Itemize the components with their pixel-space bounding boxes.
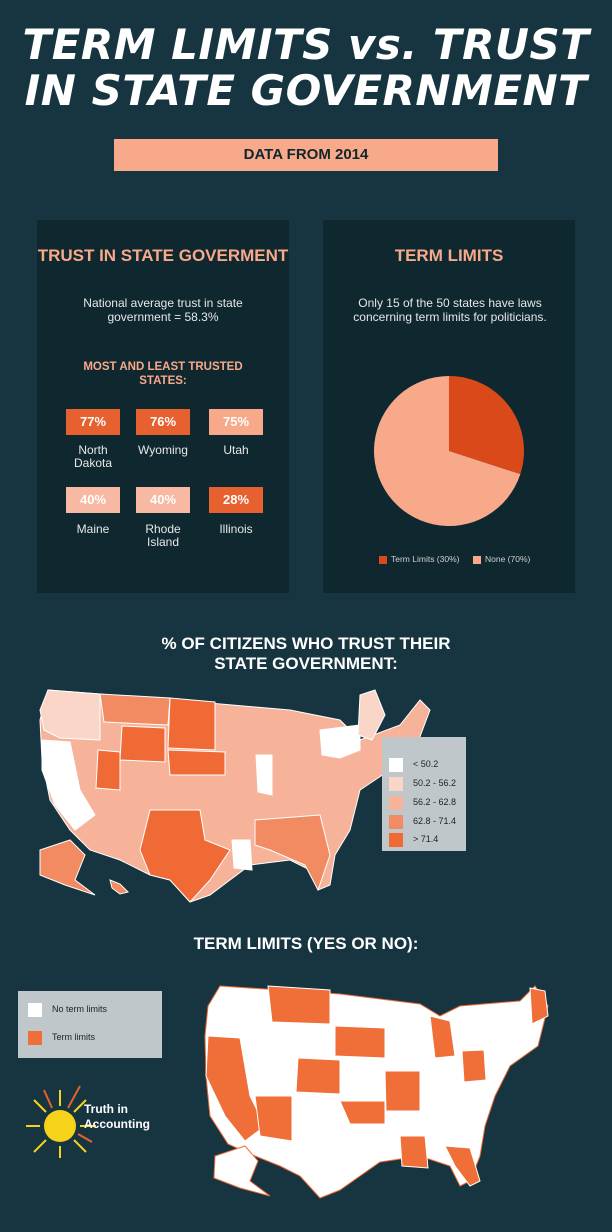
state-pct: 40%	[79, 492, 107, 507]
state-name-5: Rhode Island	[145, 522, 181, 549]
term-map	[204, 985, 549, 1199]
trust-legend-swatch	[389, 796, 403, 810]
trust-region-utah	[95, 749, 121, 791]
subtitle-banner: DATA FROM 2014	[114, 139, 498, 171]
term-state-colorado	[295, 1057, 341, 1095]
state-name-4: Maine	[76, 522, 110, 536]
state-pct: 28%	[222, 492, 250, 507]
term-map-title: TERM LIMITS (YES OR NO):	[193, 934, 419, 953]
state-badge-6: 28%	[209, 487, 263, 513]
title-line-1: TERM LIMITS vs. TRUST	[22, 20, 590, 69]
state-pct: 77%	[79, 414, 107, 429]
term-heading: TERM LIMITS	[394, 246, 504, 265]
sun-icon	[26, 1085, 96, 1158]
term-state-missouri	[384, 1070, 421, 1112]
state-badge-3: 75%	[209, 409, 263, 435]
trust-region-wyoming	[119, 725, 166, 763]
trust-legend-label: 62.8 - 71.4	[413, 816, 457, 826]
trust-region-nebraska	[167, 749, 226, 776]
term-state-south-dakota	[334, 1025, 386, 1059]
trust-region-alaska	[39, 839, 96, 896]
term-legend-label: No term limits	[52, 1004, 108, 1014]
trust-region-illinois	[255, 754, 273, 796]
trust-legend-label: 56.2 - 62.8	[413, 797, 457, 807]
state-pct: 76%	[149, 414, 177, 429]
trust-region-louisiana	[231, 839, 253, 871]
term-state-arizona	[254, 1095, 293, 1142]
term-state-alaska	[213, 1145, 271, 1197]
term-state-ohio	[461, 1049, 487, 1083]
term-legend-swatch	[28, 1031, 42, 1045]
title-line-2: IN STATE GOVERNMENT	[24, 66, 588, 115]
state-name-2: Wyoming	[138, 443, 188, 457]
trust-region-montana	[99, 693, 171, 726]
state-badge-5: 40%	[136, 487, 190, 513]
state-pct: 40%	[149, 492, 177, 507]
trust-legend-label: < 50.2	[413, 759, 439, 769]
state-badge-1: 77%	[66, 409, 120, 435]
term-state-florida	[444, 1145, 481, 1187]
term-map-usa	[204, 985, 549, 1199]
term-description: Only 15 of the 50 states have laws conce…	[353, 296, 547, 324]
pie-legend-swatch-none	[473, 556, 481, 564]
pie-legend-label-term-limits: Term Limits (30%)	[391, 554, 460, 564]
state-name-6: Illinois	[219, 522, 253, 536]
trust-legend-swatch	[389, 833, 403, 847]
pie-slice-none	[374, 376, 521, 526]
term-limits-panel: TERM LIMITS Only 15 of the 50 states hav…	[323, 220, 575, 593]
term-state-montana	[267, 985, 331, 1025]
trust-map-title: % OF CITIZENS WHO TRUST THEIR STATE GOVE…	[0, 634, 612, 674]
pie-slice-term-limits	[449, 376, 524, 475]
term-legend-label: Term limits	[52, 1032, 95, 1042]
term-legend-swatch	[28, 1003, 42, 1017]
logo-line-1: Truth in	[84, 1102, 128, 1116]
state-pct: 75%	[222, 414, 250, 429]
logo-line-2: Accounting	[84, 1117, 150, 1131]
state-name-1: North Dakota	[73, 443, 113, 470]
trust-region-northeast	[319, 724, 361, 759]
page-title: TERM LIMITS vs. TRUST IN STATE GOVERNMEN…	[0, 22, 612, 114]
pie-legend-swatch-term-limits	[379, 556, 387, 564]
trust-panel: TRUST IN STATE GOVERMENT National averag…	[37, 220, 289, 593]
trust-region-hawaii	[109, 879, 129, 895]
term-state-maine	[529, 987, 549, 1025]
term-limits-pie-chart	[374, 376, 524, 526]
trust-region-new-england	[357, 689, 386, 741]
most-least-label: MOST AND LEAST TRUSTED STATES:	[83, 361, 243, 387]
truth-in-accounting-logo: Truth in Accounting	[24, 1082, 164, 1162]
trust-description: National average trust in state governme…	[83, 296, 243, 324]
term-state-oklahoma	[339, 1100, 386, 1125]
trust-map	[39, 689, 431, 903]
trust-legend-label: > 71.4	[413, 834, 439, 844]
trust-map-title-text: % OF CITIZENS WHO TRUST THEIR STATE GOVE…	[161, 634, 451, 673]
trust-legend-swatch	[389, 815, 403, 829]
term-map-legend: No term limits Term limits	[18, 991, 162, 1058]
trust-region-dakotas	[167, 697, 216, 751]
term-state-louisiana	[399, 1135, 429, 1169]
term-state-west-coast	[205, 1035, 266, 1142]
trust-region-texas	[139, 809, 231, 903]
state-badge-4: 40%	[66, 487, 120, 513]
term-state-michigan	[429, 1015, 456, 1059]
trust-heading: TRUST IN STATE GOVERMENT	[37, 246, 289, 265]
trust-region-northwest	[39, 689, 101, 741]
trust-region-southeast	[254, 814, 331, 892]
trust-legend-swatch	[389, 777, 403, 791]
state-name-3: Utah	[223, 443, 249, 457]
state-badge-2: 76%	[136, 409, 190, 435]
trust-legend-label: 50.2 - 56.2	[413, 778, 457, 788]
pie-legend-label-none: None (70%)	[485, 554, 531, 564]
trust-legend-swatch	[389, 758, 403, 772]
trust-map-legend: < 50.2 50.2 - 56.2 56.2 - 62.8 62.8 - 71…	[382, 737, 466, 851]
trust-region-california	[41, 739, 96, 831]
